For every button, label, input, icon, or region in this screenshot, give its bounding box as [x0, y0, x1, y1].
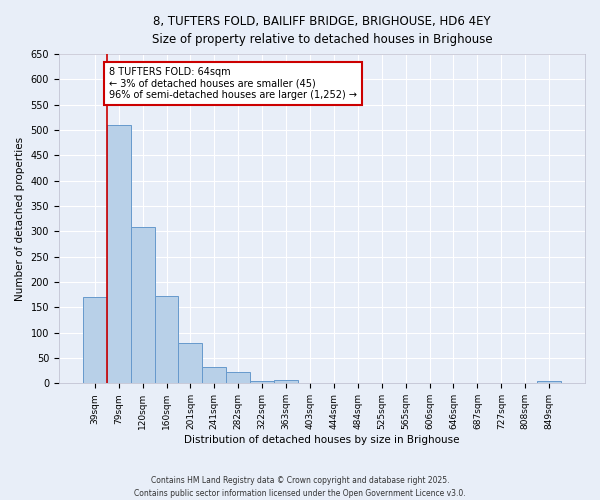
Bar [83, 297, 107, 384]
Bar [131, 228, 155, 384]
Bar [274, 380, 298, 384]
Bar [202, 366, 226, 384]
Bar [178, 343, 202, 384]
Y-axis label: Number of detached properties: Number of detached properties [15, 136, 25, 301]
Bar [107, 125, 131, 384]
X-axis label: Distribution of detached houses by size in Brighouse: Distribution of detached houses by size … [184, 435, 460, 445]
Text: 8 TUFTERS FOLD: 64sqm
← 3% of detached houses are smaller (45)
96% of semi-detac: 8 TUFTERS FOLD: 64sqm ← 3% of detached h… [109, 67, 357, 100]
Text: Contains HM Land Registry data © Crown copyright and database right 2025.
Contai: Contains HM Land Registry data © Crown c… [134, 476, 466, 498]
Title: 8, TUFTERS FOLD, BAILIFF BRIDGE, BRIGHOUSE, HD6 4EY
Size of property relative to: 8, TUFTERS FOLD, BAILIFF BRIDGE, BRIGHOU… [152, 15, 492, 46]
Bar [226, 372, 250, 384]
Bar [250, 381, 274, 384]
Bar [155, 296, 178, 384]
Bar [537, 381, 561, 384]
